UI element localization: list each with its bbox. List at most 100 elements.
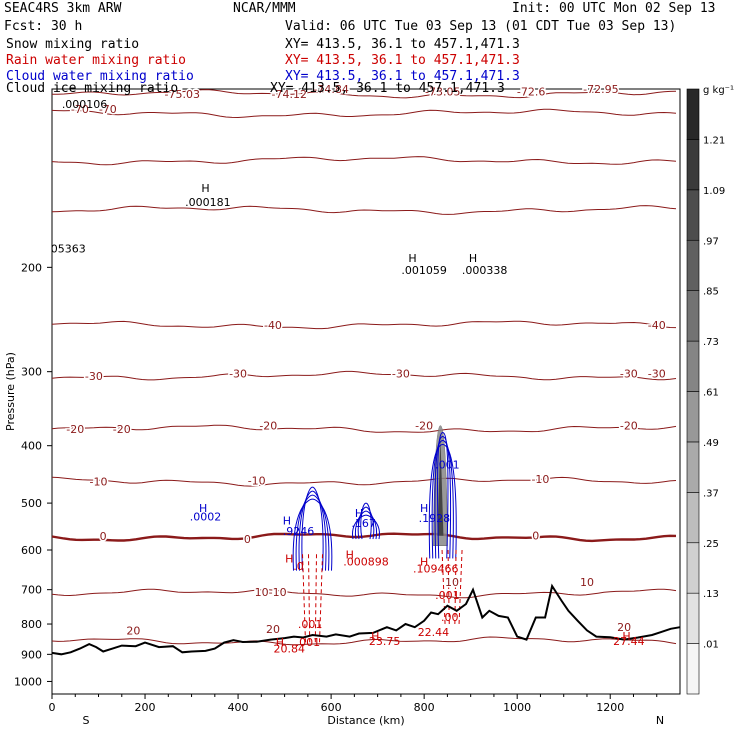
isotherm-label: -20 [66,423,84,436]
colorbar-bin [686,290,700,342]
maximum-label: H [283,515,291,528]
colorbar-label: .61 [703,388,719,399]
maximum-label: .001059 [401,264,447,277]
isotherm-label: -75.03 [165,88,200,101]
y-tick-label: 600 [21,544,42,557]
colorbar-label: 1.09 [703,186,725,197]
maximum-label: .001 [296,636,321,649]
isotherm-label: -30 [620,367,638,380]
colorbar-unit: g kg⁻¹ [703,85,734,96]
valid-time: Valid: 06 UTC Tue 03 Sep 13 (01 CDT Tue … [285,19,677,34]
maximum-label: .001 [435,458,460,471]
isotherm-line [51,532,677,543]
legend-cloud-ice-name: Cloud ice mixing ratio [6,81,179,96]
isotherm-label: -70 [99,103,117,116]
maximum-label: .9246 [283,525,315,538]
isotherm-line [51,424,677,433]
y-tick-label: 500 [21,497,42,510]
isotherm-label: -70 [71,103,89,116]
isotherm-label: -30 [229,367,247,380]
legend-rain-name: Rain water mixing ratio [6,53,187,68]
maximum-label: .001 [435,589,460,602]
isotherm-label: 20 [126,624,140,637]
cloud-water-contour [292,498,333,571]
isotherm-label: 0 [244,533,251,546]
isotherm-line [51,370,677,381]
isotherm-label: -72.95 [583,83,618,96]
colorbar-label: .49 [703,438,719,449]
rain-water-contour [447,550,450,625]
snow-plume-core [437,437,444,536]
rain-water-contour [454,550,457,625]
maximum-label: H [622,630,630,643]
maximum-label: .000338 [462,264,508,277]
colorbar-label: .13 [703,589,719,600]
y-tick-label: 200 [21,261,42,274]
maximum-label: H [199,502,207,515]
x-tick-label: 600 [321,701,342,714]
colorbar-bin [686,391,700,443]
isotherm-line [51,156,677,166]
cloud-water-contour [298,490,327,571]
colorbar-bin [686,492,700,544]
cloud-water-contour [360,502,372,540]
maximum-label: H [420,502,428,515]
cloud-water-contour [434,435,452,559]
maximum-label: H [408,252,416,265]
colorbar-bin [686,189,700,241]
legend-rain-xy: XY= 413.5, 36.1 to 457.1,471.3 [285,53,520,68]
legend-snow-xy: XY= 413.5, 36.1 to 457.1,471.3 [285,37,520,52]
legend-snow-name: Snow mixing ratio [6,37,140,52]
cloud-water-contour [295,494,330,571]
rain-water-contour [302,554,307,643]
maximum-label: 27.44 [613,635,645,648]
x-tick-label: 800 [414,701,435,714]
maximum-label: .000898 [343,556,389,569]
colorbar-label: .25 [703,539,719,550]
isotherm-label: 20 [617,621,631,634]
isotherm-label: 10 [580,576,594,589]
maximum-label: H [276,636,284,649]
cloud-water-contour [352,514,380,540]
isotherm-line [51,108,677,119]
maximum-label: 22.44 [418,626,450,639]
y-tick-label: 1000 [14,675,42,688]
isotherm-line [51,205,677,215]
colorbar-bin [686,88,700,140]
colorbar-bin [686,542,700,594]
isotherm-line [51,476,677,487]
isotherm-label: -30 [85,370,103,383]
rain-water-contour [441,549,446,625]
isotherm-label: -10 [531,473,549,486]
x-axis-label: Distance (km) [327,714,404,727]
maximum-label: H [420,556,428,569]
terrain-line [51,583,681,656]
maximum-label: H [469,252,477,265]
cloud-water-contour [431,439,454,559]
model-title: SEAC4RS 3km ARW [4,1,122,16]
colorbar-bin [686,643,700,695]
isotherm-label: -20 [259,420,277,433]
colorbar-bin [686,441,700,493]
plot-frame [51,88,681,695]
y-tick-label: 700 [21,584,42,597]
isotherm-line [51,89,677,99]
isotherm-label: -40 [648,319,666,332]
colorbar-bin [686,239,700,291]
isotherm-label: -10 [248,475,266,488]
maximum-label: .000181 [185,196,231,209]
isotherm-label: 0 [100,530,107,543]
legend-cloud-water-name: Cloud water mixing ratio [6,69,194,84]
isotherm-label: -74.84 [313,83,348,96]
rain-water-contour [458,549,463,625]
isotherm-label: -10 [90,476,108,489]
cloud-water-contour [437,431,449,559]
isotherm-label: -20 [113,423,131,436]
maximum-label: H [285,552,293,565]
legend-cloud-water-xy: XY= 413.5, 36.1 to 457.1,471.3 [285,69,520,84]
colorbar-label: .85 [703,287,719,298]
x-tick-label: 0 [49,701,56,714]
cloud-water-contour [354,510,378,540]
isotherm-label: 10 [445,576,459,589]
legend-cloud-ice-xy: XY= 413.5, 36.1 to 457.1,471.3 [270,81,505,96]
